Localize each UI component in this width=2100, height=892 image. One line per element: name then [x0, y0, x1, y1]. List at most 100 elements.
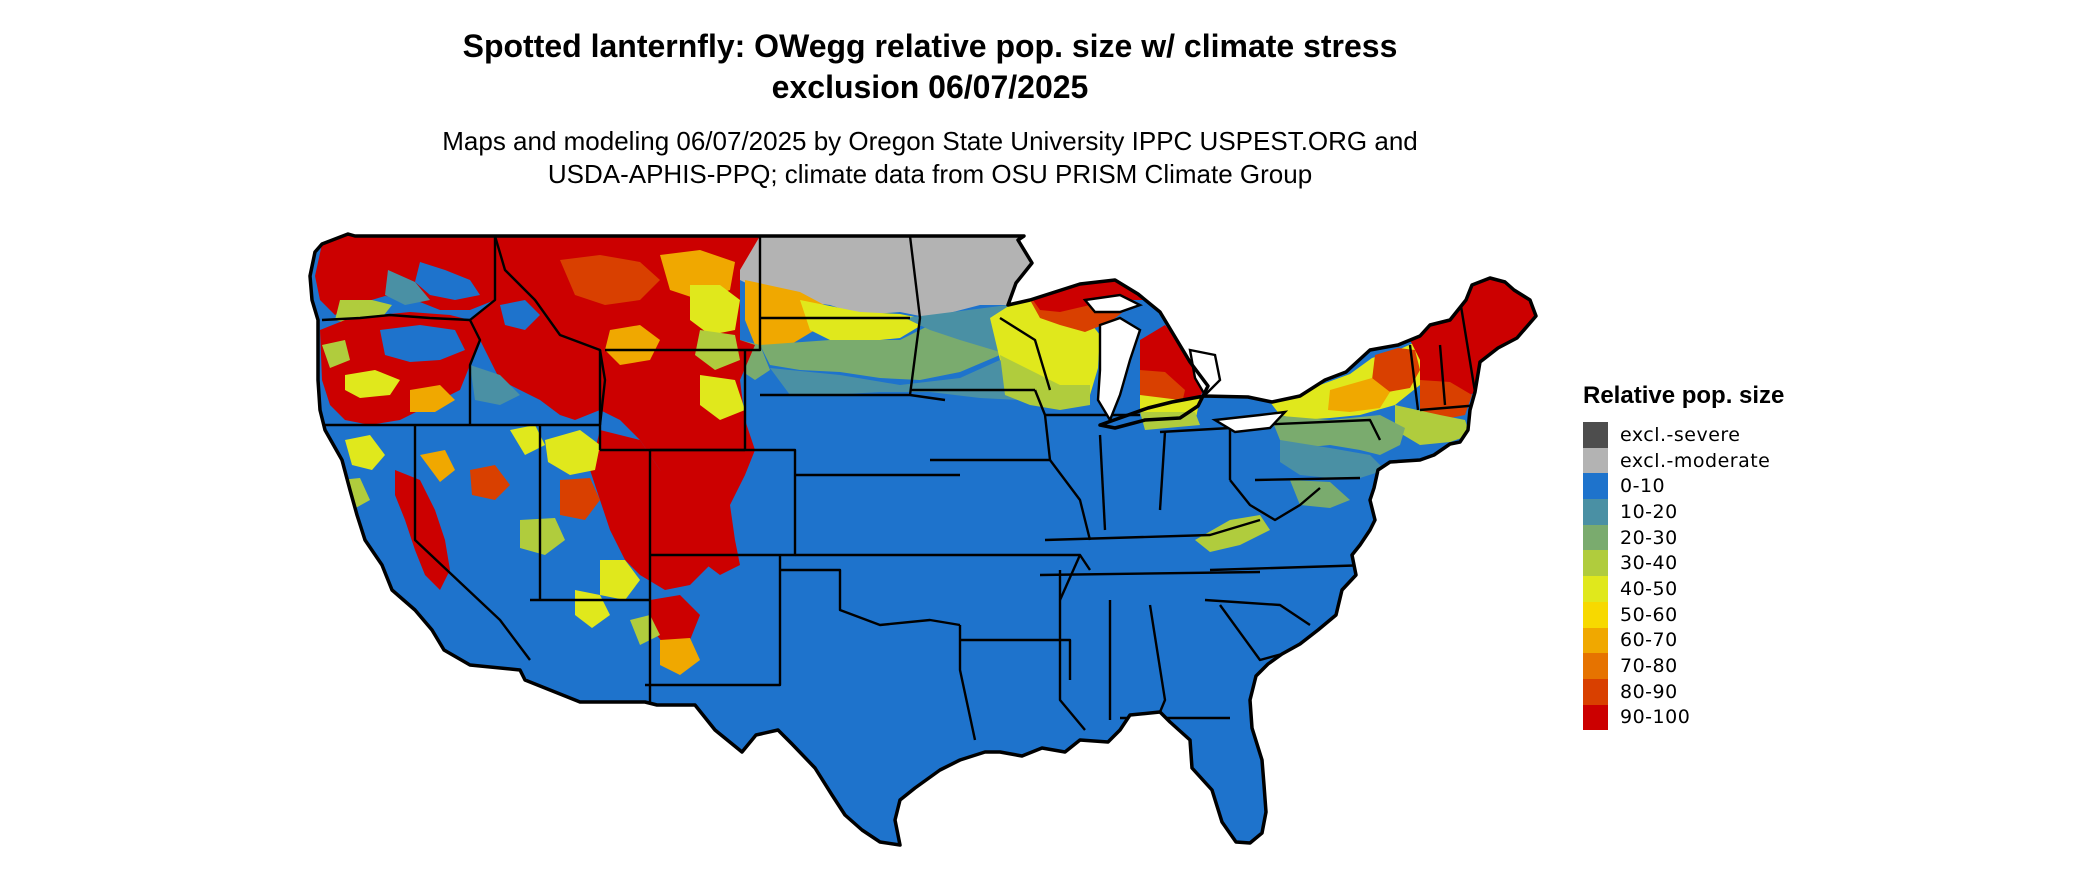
legend-label: 30-40 [1620, 552, 1678, 575]
map-zone [600, 560, 640, 600]
map-zone [470, 365, 520, 405]
map-zone [1020, 312, 1090, 350]
legend-item: 30-40 [1583, 550, 1784, 577]
state-boundary [1148, 604, 1167, 713]
legend-label: 40-50 [1620, 577, 1678, 600]
map-zone [605, 325, 660, 365]
map-zone [545, 430, 600, 475]
legend: Relative pop. size excl.-severe excl.-mod… [1583, 382, 1785, 731]
state-boundary [1044, 518, 1261, 542]
map-zone [800, 300, 930, 342]
map-subtitle: Maps and modeling 06/07/2025 by Oregon S… [330, 125, 1530, 191]
state-boundary [1058, 554, 1082, 601]
legend-swatch [1583, 678, 1608, 705]
state-boundary [1229, 479, 1321, 522]
legend-item: 10-20 [1583, 499, 1784, 525]
map-zone [345, 370, 400, 398]
state-boundary [958, 625, 977, 741]
state-boundary [960, 638, 1072, 680]
legend-label: 90-100 [1620, 706, 1691, 729]
map-zone [660, 638, 700, 675]
state-boundary [493, 235, 607, 426]
title-line-1: Spotted lanternfly: OWegg relative pop. … [462, 28, 1398, 64]
legend-item: excl.-moderate [1583, 447, 1784, 474]
state-boundary [1058, 570, 1086, 731]
subtitle-line-2: USDA-APHIS-PPQ; climate data from OSU PR… [547, 159, 1313, 189]
map-title: Spotted lanternfly: OWegg relative pop. … [330, 26, 1530, 108]
legend-item: 50-60 [1583, 601, 1784, 628]
state-boundary [1033, 389, 1052, 461]
title-line-2: exclusion 06/07/2025 [771, 69, 1089, 105]
map-zone [1000, 355, 1090, 410]
map-zone [660, 236, 1032, 318]
lake-shape [1211, 410, 1289, 434]
map-zone [700, 375, 745, 420]
legend-items: excl.-severe excl.-moderate 0-10 10-20 20-30… [1583, 422, 1784, 731]
legend-swatch [1583, 447, 1608, 474]
country-outline [308, 232, 1538, 847]
legend-swatch [1583, 653, 1608, 679]
legend-label: 80-90 [1620, 680, 1678, 703]
lake-shape [1188, 348, 1222, 397]
state-boundary [999, 316, 1052, 391]
state-boundary [1458, 299, 1477, 393]
state-boundary [468, 319, 482, 425]
state-boundary [605, 236, 762, 352]
legend-swatch [1583, 422, 1608, 448]
legend-label: 70-80 [1620, 655, 1678, 678]
map-zone [500, 300, 540, 330]
state-boundary [908, 235, 922, 396]
state-boundary [321, 313, 471, 322]
map-zone [385, 270, 430, 305]
map-zone [420, 450, 455, 482]
state-boundary [1039, 570, 1261, 577]
map-zone [1280, 440, 1385, 478]
legend-item: 70-80 [1583, 653, 1784, 679]
legend-label: 10-20 [1620, 500, 1678, 523]
legend-swatch [1583, 524, 1608, 551]
legend-item: 0-10 [1583, 473, 1784, 500]
legend-label: 0-10 [1620, 475, 1666, 498]
state-boundary [1219, 604, 1283, 662]
legend-swatch [1583, 704, 1608, 731]
legend-label: excl.-moderate [1620, 449, 1771, 472]
legend-swatch [1583, 601, 1608, 628]
map-zone [380, 325, 465, 362]
legend-label: excl.-severe [1620, 423, 1741, 446]
map-zone [345, 435, 385, 470]
state-boundary [1158, 431, 1167, 511]
state-boundary [413, 425, 531, 661]
map-zone [630, 615, 660, 645]
legend-label: 50-60 [1620, 603, 1678, 626]
map-zone [745, 280, 830, 345]
state-boundary [1098, 434, 1107, 531]
state-boundary [650, 448, 797, 557]
map-zone [470, 465, 510, 500]
map-zone [1328, 378, 1390, 412]
legend-label: 60-70 [1620, 629, 1678, 652]
state-boundary [1049, 459, 1092, 541]
map-zone [322, 340, 350, 368]
legend-item: 60-70 [1583, 627, 1784, 654]
legend-swatch [1583, 499, 1608, 525]
map-zone [760, 320, 1000, 380]
map-zone [560, 255, 660, 305]
legend-title: Relative pop. size [1583, 382, 1785, 409]
legend-swatch [1583, 550, 1608, 577]
state-boundary [1159, 426, 1231, 434]
state-boundary [645, 555, 782, 687]
map-zone [560, 478, 600, 520]
legend-swatch [1583, 627, 1608, 654]
state-boundary [780, 568, 961, 627]
lake-shape [1082, 293, 1144, 314]
state-boundary [1209, 563, 1371, 572]
state-boundary [1204, 598, 1311, 626]
map-zone [510, 425, 545, 455]
map-zone [520, 518, 565, 555]
state-boundary [469, 236, 497, 321]
map-zone [1372, 348, 1420, 392]
map-zone [415, 262, 480, 300]
map-zone [648, 595, 700, 645]
legend-item: excl.-severe [1583, 422, 1784, 448]
